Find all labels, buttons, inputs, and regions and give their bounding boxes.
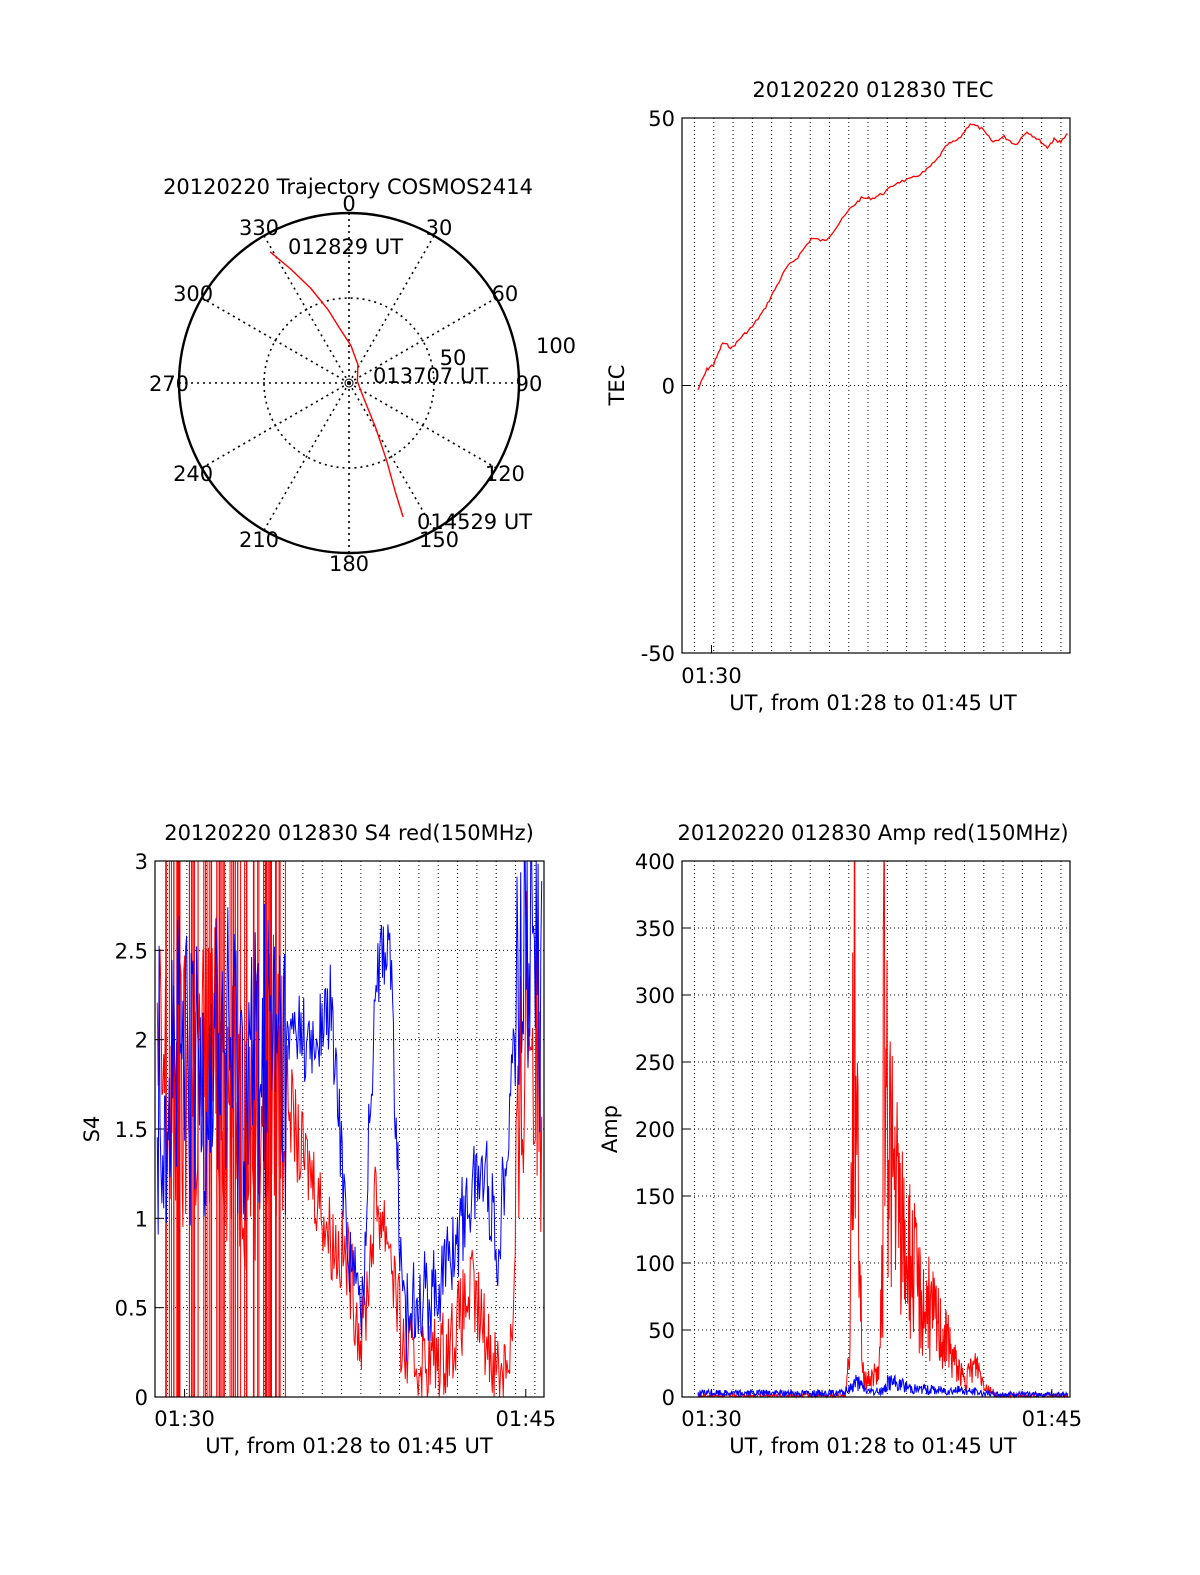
s4-y-axis-label: S4 (80, 1116, 104, 1143)
amp-ytick-label: 150 (635, 1185, 675, 1209)
s4-ytick-label: 1.5 (115, 1118, 148, 1142)
polar-spoke-30 (348, 235, 435, 384)
s4-xtick-label: 01:45 (496, 1407, 557, 1431)
tec-plot-frame (681, 117, 1071, 654)
tec-ytick-label: 0 (662, 375, 675, 399)
amp-x-axis-label: UT, from 01:28 to 01:45 UT (729, 1434, 1017, 1458)
amp-series-red (697, 860, 1069, 1399)
polar-spoke-60 (348, 297, 497, 384)
amp-ytick-label: 350 (635, 917, 675, 941)
amp-series-blue (697, 1373, 1069, 1399)
s4-ytick-label: 2 (135, 1029, 148, 1053)
amp-panel: 20120220 012830 Amp red(150MHz) 0 50 100 15… (598, 821, 1082, 1458)
s4-series-blue (156, 860, 543, 1362)
polar-spoke-150 (348, 382, 435, 531)
polar-azimuth-label-150: 150 (419, 528, 459, 552)
s4-panel: 20120220 012830 S4 red(150MHz) 0 0.5 1 1.5 2… (80, 821, 556, 1458)
amp-plot-frame (681, 860, 1071, 1398)
s4-xtick-label: 01:30 (154, 1407, 215, 1431)
amp-tick-labels: 0 50 100 150 200 250 300 350 400 01:30 01:45 (635, 850, 1082, 1431)
s4-title: 20120220 012830 S4 red(150MHz) (164, 821, 534, 845)
tec-grid (682, 118, 1070, 653)
polar-azimuth-label-330: 330 (239, 216, 279, 240)
s4-tick-labels: 0 0.5 1 1.5 2 2.5 3 01:30 01:45 (115, 850, 556, 1431)
amp-y-axis-label: Amp (598, 1105, 622, 1153)
tec-ytick-label: 50 (648, 107, 675, 131)
polar-grid (179, 213, 519, 553)
polar-azimuth-label-210: 210 (239, 528, 279, 552)
polar-azimuth-label-30: 30 (426, 216, 453, 240)
s4-ytick-label: 0 (135, 1386, 148, 1410)
amp-series-layer (697, 860, 1069, 1399)
amp-ytick-label: 50 (648, 1319, 675, 1343)
tec-y-axis-label: TEC (605, 365, 629, 407)
polar-azimuth-label-300: 300 (173, 282, 213, 306)
polar-azimuth-label-240: 240 (173, 462, 213, 486)
s4-ytick-label: 2.5 (115, 939, 148, 963)
amp-ytick-label: 0 (662, 1386, 675, 1410)
polar-azimuth-label-120: 120 (485, 462, 525, 486)
amp-ytick-label: 200 (635, 1118, 675, 1142)
s4-ytick-label: 0.5 (115, 1297, 148, 1321)
polar-ring-label-100: 100 (536, 334, 576, 358)
amp-xtick-label: 01:45 (1022, 1407, 1083, 1431)
polar-azimuth-label-0: 0 (342, 192, 355, 216)
trajectory-end-label: 014529 UT (417, 510, 532, 534)
tec-ytick-label: -50 (641, 642, 675, 666)
amp-title: 20120220 012830 Amp red(150MHz) (677, 821, 1068, 845)
s4-ytick-label: 3 (135, 850, 148, 874)
polar-spoke-210 (263, 382, 350, 531)
amp-grid (682, 861, 1070, 1397)
polar-outer-circle (177, 211, 521, 555)
polar-trajectory-panel: 20120220 Trajectory COSMOS2414 0 30 60 90 12… (149, 175, 576, 576)
polar-azimuth-label-90: 90 (516, 372, 543, 396)
polar-ring-label-50: 50 (440, 346, 467, 370)
polar-spoke-300 (201, 297, 350, 384)
amp-ytick-label: 100 (635, 1252, 675, 1276)
tec-series-red (697, 123, 1068, 391)
polar-trajectory-line (269, 251, 404, 518)
amp-ytick-label: 400 (635, 850, 675, 874)
tec-title: 20120220 012830 TEC (752, 78, 993, 102)
amp-xtick-label: 01:30 (681, 1407, 742, 1431)
polar-azimuth-label-270: 270 (149, 372, 189, 396)
polar-azimuth-label-60: 60 (492, 282, 519, 306)
amp-ytick-label: 250 (635, 1051, 675, 1075)
tec-series-layer (697, 123, 1068, 391)
tec-xtick-label: 01:30 (681, 664, 742, 688)
polar-spoke-330 (263, 235, 350, 384)
trajectory-mid-label: 013707 UT (373, 364, 488, 388)
polar-spoke-240 (201, 382, 350, 469)
s4-ytick-label: 1 (135, 1207, 148, 1231)
s4-x-axis-label: UT, from 01:28 to 01:45 UT (205, 1434, 493, 1458)
polar-center-mark (344, 378, 354, 388)
polar-azimuth-label-180: 180 (329, 552, 369, 576)
s4-series-layer (156, 860, 543, 1398)
polar-title: 20120220 Trajectory COSMOS2414 (163, 175, 533, 199)
tec-x-axis-label: UT, from 01:28 to 01:45 UT (729, 691, 1017, 715)
polar-spoke-120 (348, 382, 497, 469)
amp-ytick-label: 300 (635, 984, 675, 1008)
trajectory-start-label: 012829 UT (288, 235, 403, 259)
polar-azimuth-labels: 0 30 60 90 120 150 180 210 240 270 300 330 (149, 192, 542, 576)
